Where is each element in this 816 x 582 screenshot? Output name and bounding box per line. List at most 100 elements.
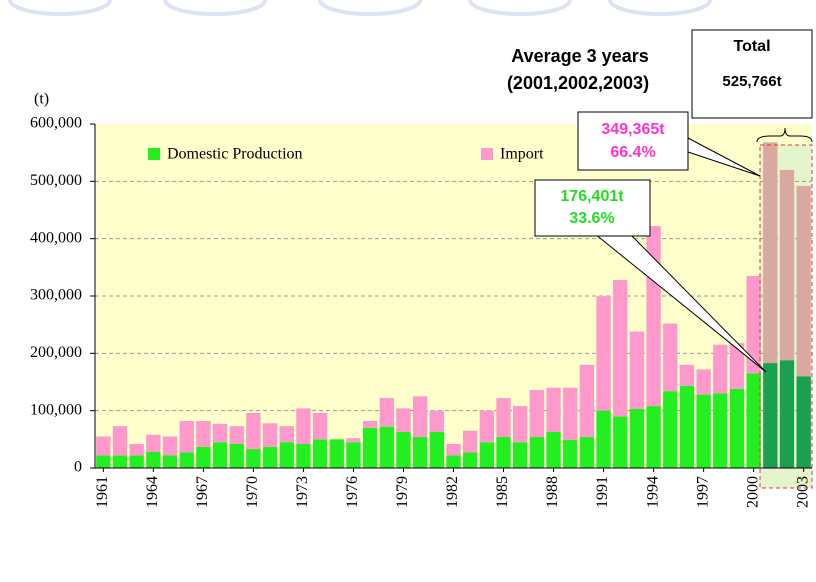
y-tick-label: 400,000 [30,229,82,246]
bar-segment [729,388,745,468]
bar-segment [796,185,811,377]
bar-segment [546,431,561,468]
bar-segment [763,363,778,468]
bar-segment [162,455,178,468]
bar-segment [412,396,428,438]
bar-segment [629,331,645,409]
x-tick-label: 1997 [694,476,711,508]
bar-segment [779,169,795,361]
bar-segment [312,439,328,468]
bar-segment [613,279,628,417]
bar-segment [262,423,278,447]
bar-segment [412,437,428,468]
bar-segment [796,376,811,468]
y-tick-label: 200,000 [30,344,82,361]
bar-segment [679,364,695,387]
bar-segment [563,439,578,468]
brace [756,127,813,143]
bar-segment [579,437,595,468]
bar-segment [346,442,361,468]
bar-segment [479,442,495,468]
bar-segment [663,323,678,392]
bar-segment [579,364,595,438]
bar-segment [496,437,511,468]
bar-segment [296,443,311,468]
x-tick-label: 2003 [794,476,811,508]
y-tick-label: 300,000 [30,287,82,304]
y-tick-label: 100,000 [30,401,82,418]
bar-segment [613,416,628,468]
bar-segment [196,446,211,468]
annotation: 33.6% [569,210,614,227]
bar-segment [146,434,161,452]
bar-segment [246,449,261,468]
callout-pointer [594,233,767,373]
bar-segment [696,369,711,395]
x-tick-label: 1979 [394,476,411,508]
legend-label: Domestic Production [167,146,303,163]
bar-segment [246,412,261,450]
bar-segment [129,443,144,456]
bar-segment [329,439,344,468]
x-tick-label: 1988 [544,476,561,508]
annotation: 525,766t [722,73,781,90]
callout-box [534,179,651,237]
bar-segment [396,408,411,432]
annotation: 176,401t [560,188,624,205]
bar-segment [496,398,511,438]
bar-segment [429,410,444,432]
x-tick-label: 1982 [444,476,461,508]
bar-segment [463,430,478,453]
y-tick-label: 600,000 [30,115,82,132]
x-tick-label: 1961 [94,476,111,508]
bar-segment [513,406,528,443]
x-tick-label: 1985 [494,476,511,508]
total-box [691,29,813,119]
legend-swatch [481,148,493,160]
bar-segment [646,406,661,468]
annotation: Total [733,38,770,55]
bar-segment [196,420,211,447]
bar-segment [746,373,761,468]
bar-segment [696,394,711,468]
bar-segment [179,452,194,468]
annotation: Average 3 years [511,46,648,66]
bar-segment [296,408,311,444]
bar-segment [179,420,194,453]
bar-segment [379,426,394,468]
callout-box [577,111,689,171]
bar-segment [729,343,745,389]
bar-segment [479,410,495,443]
bar-segment [563,387,578,440]
bar-segment [129,455,144,468]
bar-segment [162,436,178,456]
x-tick-label: 1973 [294,476,311,508]
bar-segment [463,452,478,468]
x-tick-label: 1970 [244,476,261,508]
bar-segment [429,431,444,468]
bar-segment [262,446,278,468]
x-tick-label: 1964 [144,476,161,508]
bar-segment [112,455,128,468]
bar-segment [279,442,294,468]
bar-segment [229,426,244,444]
bar-segment [212,423,228,443]
annotation: (2001,2002,2003) [507,73,649,93]
bar-segment [513,442,528,468]
bar-segment [529,390,545,438]
bar-segment [679,386,695,468]
bar-segment [713,393,728,468]
bar-segment [229,443,244,468]
bar-segment [713,344,728,394]
bar-segment [529,437,545,468]
bar-segment [96,436,111,456]
bar-segment [763,142,778,364]
bar-segment [446,443,461,456]
legend-swatch [148,148,160,160]
y-unit: (t) [34,91,49,108]
bar-segment [279,426,294,443]
y-tick-label: 0 [74,459,82,476]
bar-segment [396,431,411,468]
bar-segment [596,296,611,411]
